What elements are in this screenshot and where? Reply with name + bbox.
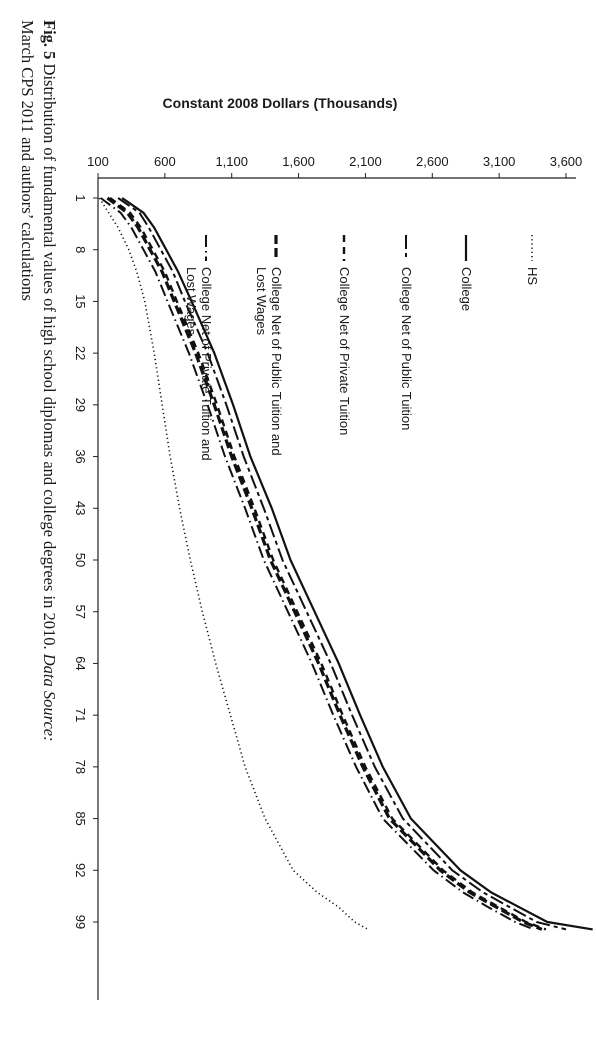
y-tick-label: 2,100 [349, 154, 382, 169]
x-tick-label: 64 [73, 656, 88, 670]
legend-label: HS [525, 267, 540, 285]
series-line-5 [100, 197, 535, 931]
y-axis-title: Constant 2008 Dollars (Thousands) [163, 95, 398, 111]
legend-label: College Net of Public Tuition [399, 267, 414, 430]
x-tick-label: 99 [73, 915, 88, 929]
y-tick-label: 2,600 [416, 154, 449, 169]
legend-label: College Net of Private Tuition andLost W… [184, 267, 214, 461]
y-tick-label: 600 [154, 154, 176, 169]
series-line-3 [109, 197, 547, 931]
series-line-2 [117, 197, 567, 931]
y-tick-labels: 100 600 1,100 1,600 2,100 2,600 3,100 3,600 [87, 154, 582, 178]
series-line-4 [106, 196, 543, 931]
x-tick-label: 1 [73, 194, 88, 201]
x-tick-label: 85 [73, 811, 88, 825]
x-tick-label: 8 [73, 246, 88, 253]
x-tick-label: 43 [73, 501, 88, 515]
y-tick-label: 1,100 [215, 154, 248, 169]
y-tick-label: 100 [87, 154, 109, 169]
legend-label: College Net of Private Tuition [337, 267, 352, 435]
x-tick-label: 57 [73, 604, 88, 618]
x-tick-label: 78 [73, 760, 88, 774]
figure-caption-text: Distribution of fundamental values of hi… [40, 63, 59, 650]
figure-caption: Fig. 5 Distribution of fundamental value… [0, 20, 60, 1047]
x-tick-labels: 1 8 15 22 29 36 43 50 57 64 71 78 85 92 99 [73, 194, 98, 929]
chart-rotated-group: Constant 2008 Dollars (Thousands) 1 8 15 22… [73, 95, 593, 1000]
figure-source-label: Data Source: [40, 653, 59, 742]
series-lines [98, 196, 593, 931]
x-tick-label: 92 [73, 863, 88, 877]
legend-label: College Net of Public Tuition andLost Wa… [254, 267, 284, 456]
x-tick-label: 15 [73, 294, 88, 308]
y-tick-label: 3,100 [483, 154, 516, 169]
x-tick-label: 29 [73, 398, 88, 412]
x-tick-label: 71 [73, 708, 88, 722]
series-line-0 [98, 197, 369, 931]
y-tick-label: 3,600 [550, 154, 583, 169]
y-tick-label: 1,600 [282, 154, 315, 169]
legend-label: College [459, 267, 474, 311]
legend: HS College College Net of Public Tuition Co… [184, 235, 540, 461]
figure-number: Fig. 5 [40, 20, 59, 60]
x-tick-label: 22 [73, 346, 88, 360]
x-tick-label: 36 [73, 449, 88, 463]
figure-source-text: March CPS 2011 and authors’ calculations [18, 20, 37, 301]
x-tick-label: 50 [73, 553, 88, 567]
series-line-1 [121, 197, 593, 931]
